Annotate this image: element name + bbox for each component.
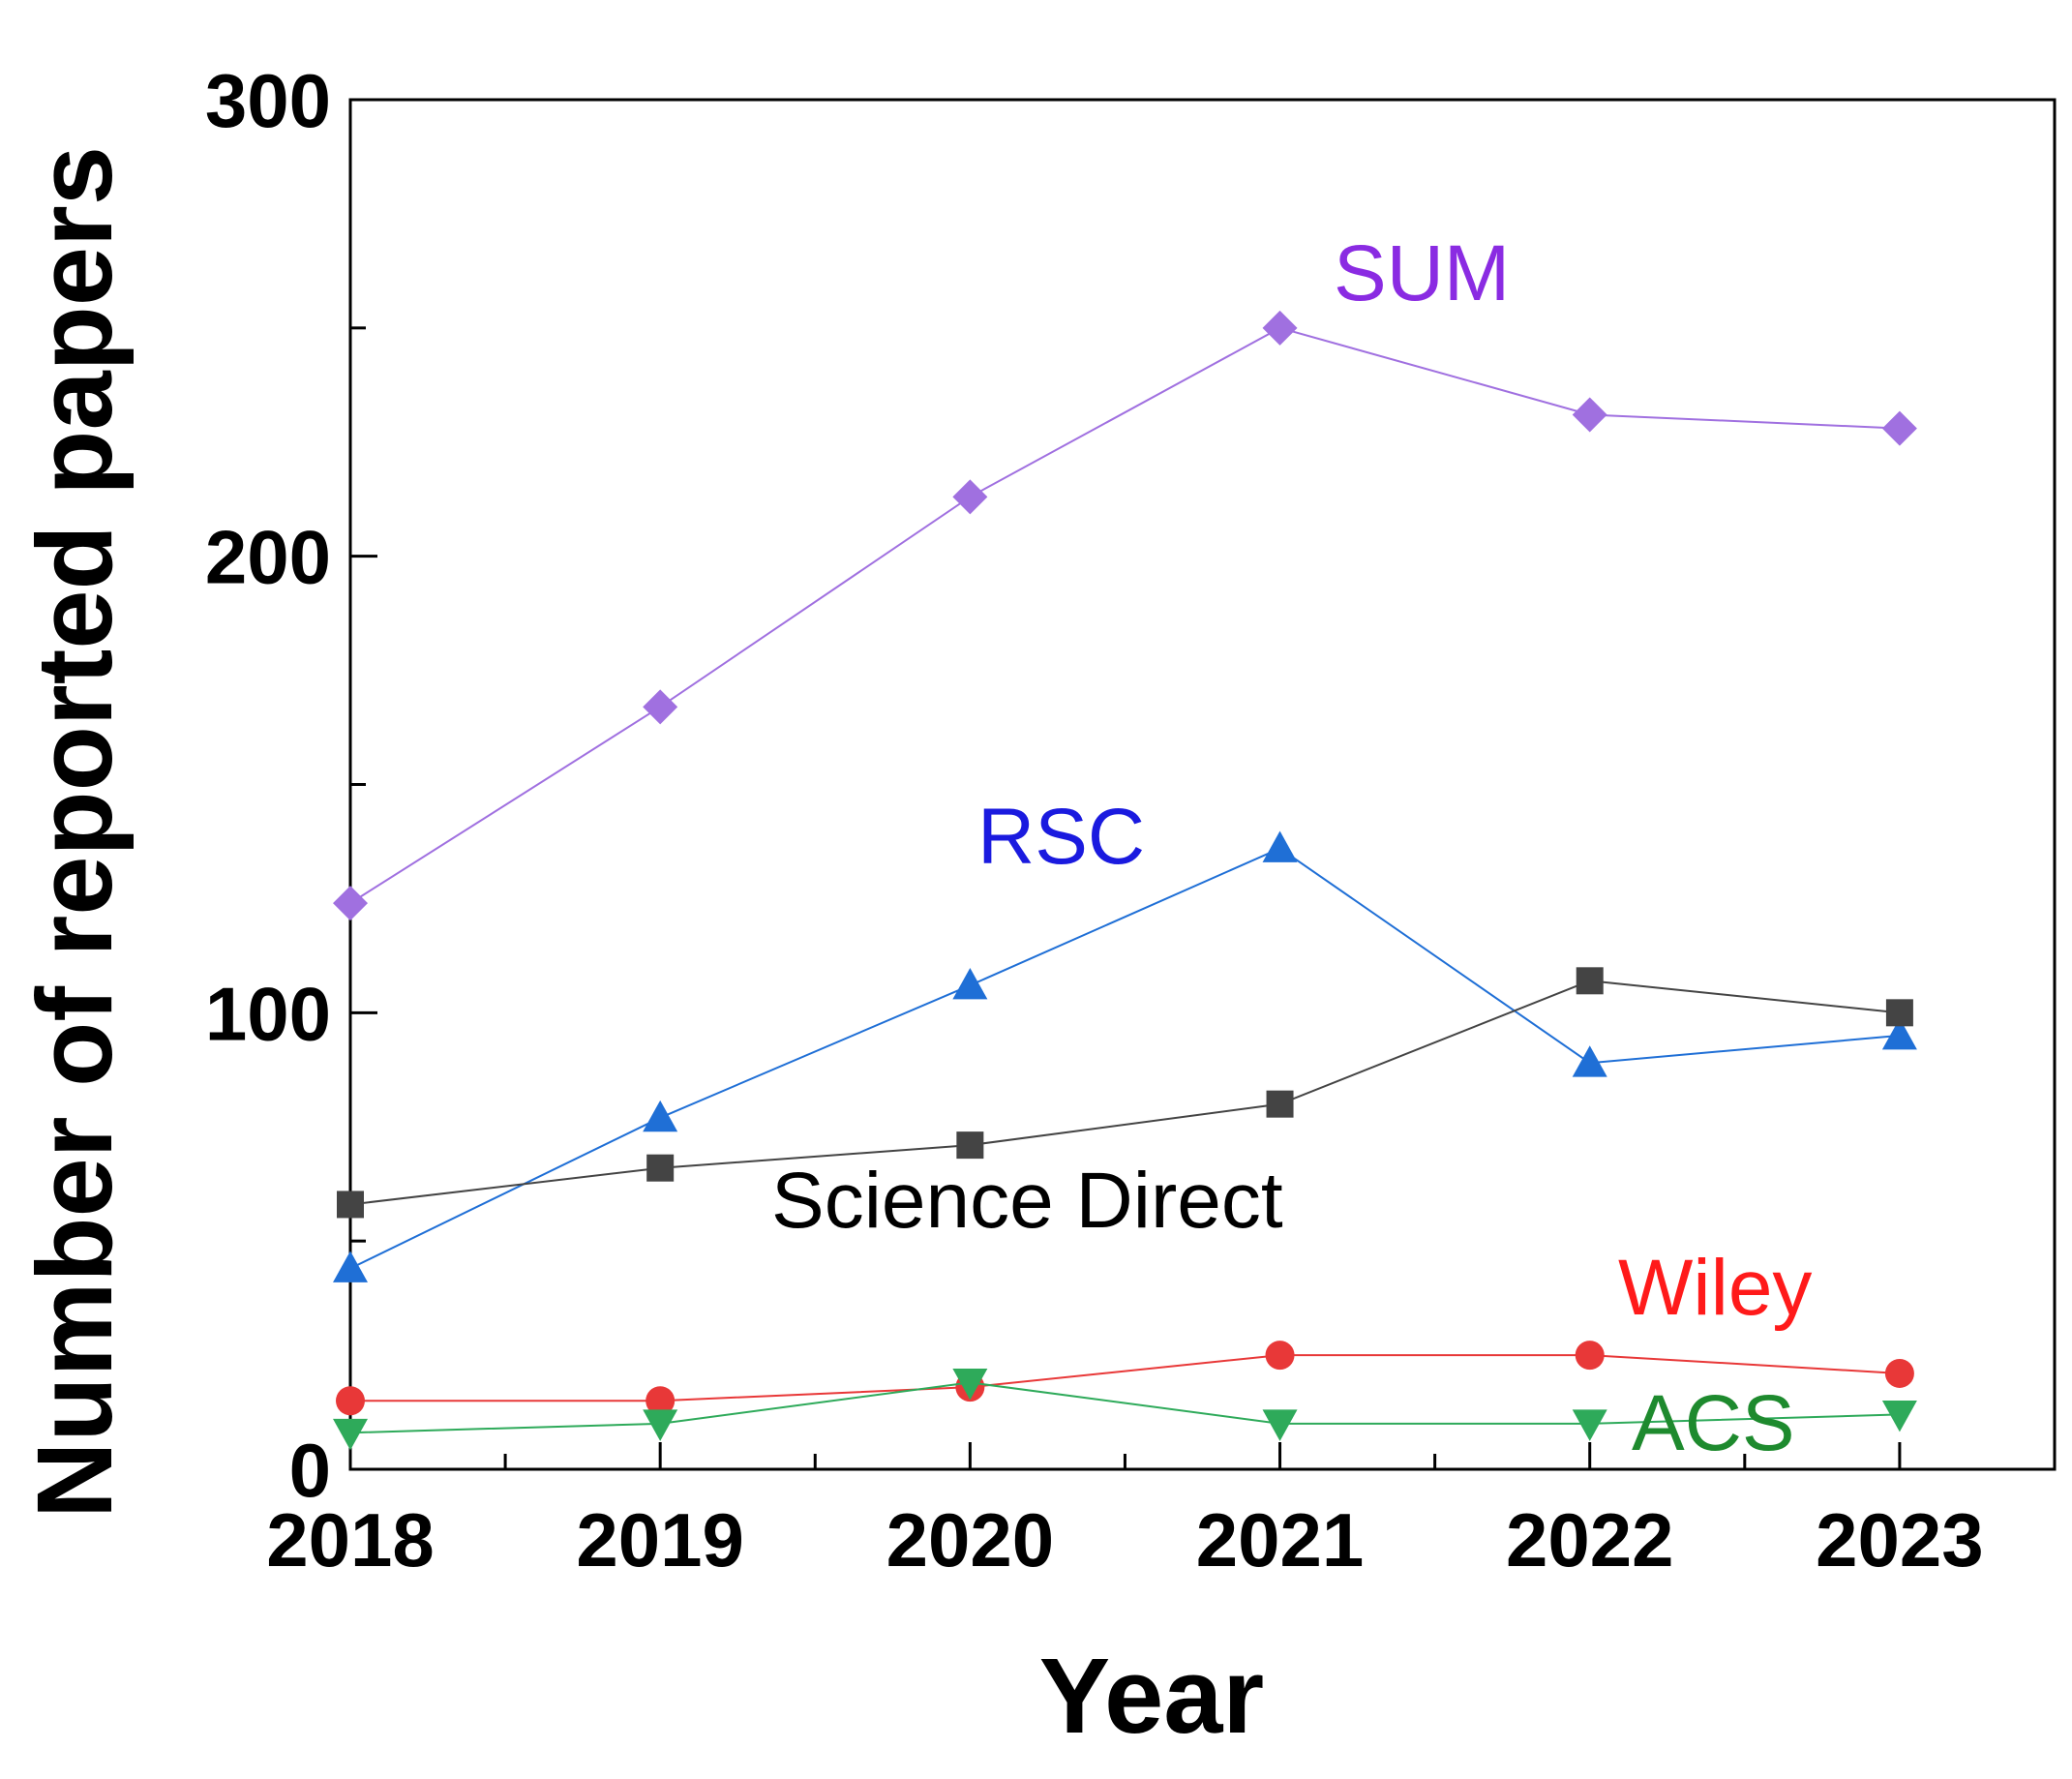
y-tick-label: 300 [205, 58, 331, 143]
data-point-acs [333, 1418, 368, 1451]
data-point-sum [1572, 397, 1607, 433]
data-point-rsc [1881, 1017, 1917, 1050]
series-line-sum [349, 326, 1900, 904]
x-tick-label: 2021 [1196, 1497, 1365, 1583]
data-point-acs [1572, 1409, 1607, 1441]
data-point-wiley [1265, 1341, 1295, 1371]
y-axis-title: Number of reported papers [15, 146, 135, 1519]
y-tick-label: 200 [205, 515, 331, 600]
data-point-wiley [1884, 1358, 1914, 1388]
y-tick-label: 0 [289, 1428, 331, 1513]
data-point-wiley [646, 1386, 676, 1416]
series-line-rsc [349, 847, 1900, 1270]
series-sum [333, 310, 1917, 921]
series-science-direct [337, 967, 1913, 1219]
x-tick-label: 2018 [266, 1497, 435, 1583]
data-point-science-direct [1266, 1090, 1294, 1118]
data-point-rsc [1572, 1045, 1607, 1077]
data-point-rsc [333, 1251, 368, 1282]
series-layer [333, 310, 1917, 1451]
data-point-rsc [952, 968, 988, 1000]
series-line-acs [349, 1381, 1900, 1434]
data-point-science-direct [646, 1154, 675, 1182]
data-point-science-direct [337, 1191, 364, 1219]
data-point-science-direct [956, 1131, 984, 1160]
data-point-wiley [1575, 1341, 1605, 1371]
data-point-sum [643, 689, 678, 725]
series-label-acs: ACS [1632, 1379, 1795, 1467]
x-tick-label: 2022 [1506, 1497, 1674, 1583]
data-point-science-direct [1576, 967, 1604, 995]
data-point-wiley [336, 1386, 365, 1416]
series-label-wiley: Wiley [1618, 1244, 1812, 1332]
data-point-science-direct [1885, 999, 1913, 1027]
data-point-sum [1881, 410, 1917, 446]
series-label-science-direct: Science Direct [771, 1157, 1283, 1245]
y-tick-label: 100 [205, 971, 331, 1056]
axes: 2018 2019 2020 2021 2022 2023 0 100 200 300 [205, 58, 2057, 1583]
data-point-acs [952, 1368, 988, 1401]
series-rsc [333, 830, 1917, 1282]
data-point-sum [952, 479, 988, 515]
data-point-acs [1881, 1401, 1917, 1432]
data-point-acs [643, 1409, 678, 1441]
data-point-rsc [643, 1100, 678, 1132]
data-point-sum [1262, 310, 1298, 346]
series-line-science-direct [349, 980, 1901, 1206]
series-label-sum: SUM [1334, 229, 1510, 317]
data-point-acs [1262, 1409, 1298, 1441]
x-tick-label: 2019 [576, 1497, 744, 1583]
x-tick-label: 2020 [886, 1497, 1055, 1583]
series-line-wiley [350, 1354, 1900, 1402]
series-label-rsc: RSC [977, 793, 1145, 881]
x-axis-title: Year [1039, 1637, 1264, 1756]
series-acs [333, 1368, 1917, 1451]
x-tick-label: 2023 [1816, 1497, 1984, 1583]
data-point-sum [333, 886, 368, 921]
labels: Year Number of reported papers SUM RSC S… [15, 146, 1812, 1756]
data-point-rsc [1262, 830, 1298, 862]
